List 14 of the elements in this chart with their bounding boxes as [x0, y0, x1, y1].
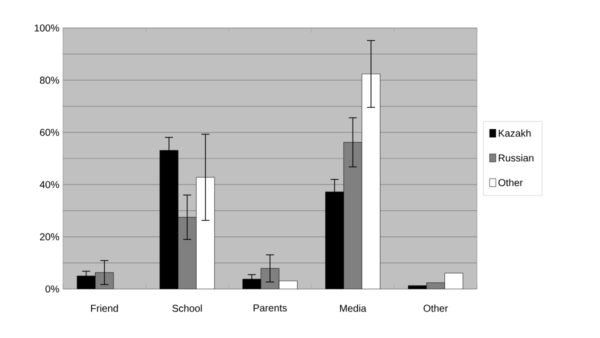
x-tick-label: Other — [424, 304, 448, 312]
legend-label: Other — [498, 178, 523, 186]
x-tick-label: Parents — [254, 304, 287, 312]
x-tick-label: School — [172, 304, 202, 312]
y-tick-label: 40% — [40, 181, 60, 188]
x-tick-label: Media — [340, 304, 366, 312]
x-tick-label: Friend — [91, 304, 118, 312]
y-tick-label: 100% — [34, 24, 60, 32]
legend-label: Kazakh — [498, 129, 531, 137]
legend-label: Russian — [498, 154, 534, 162]
y-tick-label: 80% — [40, 76, 60, 84]
y-tick-label: 20% — [40, 233, 60, 240]
y-tick-label: 60% — [40, 128, 60, 136]
y-tick-label: 0% — [45, 285, 60, 293]
